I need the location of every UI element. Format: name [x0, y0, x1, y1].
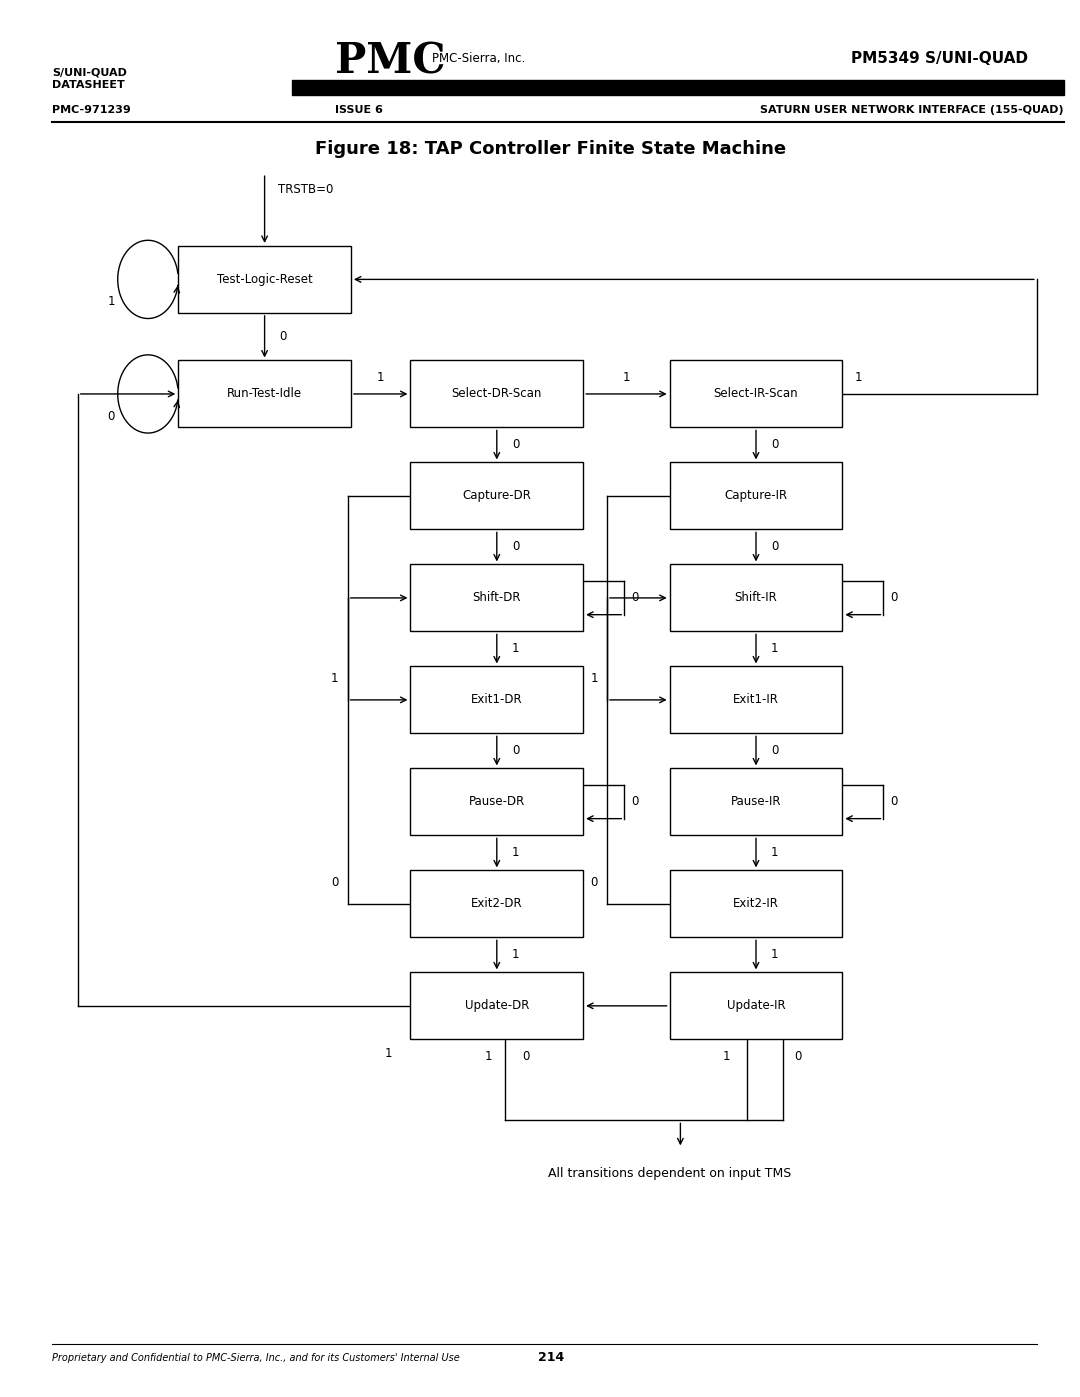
Text: 1: 1: [386, 1046, 392, 1060]
Text: 0: 0: [332, 876, 338, 890]
Text: 0: 0: [512, 541, 519, 553]
Text: 1: 1: [771, 949, 779, 961]
Bar: [410, 360, 583, 427]
Text: Update-DR: Update-DR: [464, 999, 529, 1013]
Text: Exit1-DR: Exit1-DR: [471, 693, 523, 707]
Bar: [410, 972, 583, 1039]
Text: 0: 0: [891, 795, 897, 809]
Text: 0: 0: [108, 409, 114, 423]
Text: DATASHEET: DATASHEET: [52, 80, 124, 91]
Text: 214: 214: [538, 1351, 564, 1365]
Text: 1: 1: [623, 370, 630, 384]
Text: 0: 0: [794, 1049, 801, 1063]
Bar: [410, 462, 583, 529]
Text: 1: 1: [377, 370, 384, 384]
Text: 1: 1: [485, 1049, 491, 1063]
Text: 1: 1: [512, 643, 519, 655]
Text: 0: 0: [280, 330, 287, 344]
Text: Capture-DR: Capture-DR: [462, 489, 531, 503]
Bar: [670, 666, 842, 733]
Text: Test-Logic-Reset: Test-Logic-Reset: [217, 272, 312, 286]
Text: Select-DR-Scan: Select-DR-Scan: [451, 387, 542, 401]
Bar: [670, 564, 842, 631]
Text: 0: 0: [512, 745, 519, 757]
Text: Pause-DR: Pause-DR: [469, 795, 525, 809]
Bar: [410, 768, 583, 835]
Text: S/UNI-QUAD: S/UNI-QUAD: [52, 67, 126, 78]
Text: 0: 0: [771, 745, 779, 757]
Bar: [410, 564, 583, 631]
Text: 0: 0: [512, 439, 519, 451]
Text: 1: 1: [855, 370, 862, 384]
Text: 0: 0: [771, 541, 779, 553]
Text: 0: 0: [591, 876, 597, 890]
Text: ISSUE 6: ISSUE 6: [335, 105, 382, 116]
Text: Pause-IR: Pause-IR: [731, 795, 781, 809]
Text: 0: 0: [523, 1049, 530, 1063]
Text: 0: 0: [771, 439, 779, 451]
Bar: [292, 80, 1064, 95]
Text: 0: 0: [632, 591, 638, 605]
Text: SATURN USER NETWORK INTERFACE (155-QUAD): SATURN USER NETWORK INTERFACE (155-QUAD): [760, 105, 1064, 116]
Text: 1: 1: [723, 1049, 730, 1063]
Text: Update-IR: Update-IR: [727, 999, 785, 1013]
Bar: [410, 666, 583, 733]
Text: 1: 1: [771, 847, 779, 859]
Text: Exit2-IR: Exit2-IR: [733, 897, 779, 911]
Text: PM5349 S/UNI-QUAD: PM5349 S/UNI-QUAD: [851, 52, 1028, 66]
Text: 1: 1: [771, 643, 779, 655]
Bar: [670, 870, 842, 937]
Bar: [410, 870, 583, 937]
Text: 1: 1: [512, 847, 519, 859]
Text: Proprietary and Confidential to PMC-Sierra, Inc., and for its Customers' Interna: Proprietary and Confidential to PMC-Sier…: [52, 1352, 460, 1363]
Text: 1: 1: [332, 672, 338, 686]
Text: 0: 0: [632, 795, 638, 809]
Text: 1: 1: [512, 949, 519, 961]
Bar: [670, 462, 842, 529]
Text: Exit2-DR: Exit2-DR: [471, 897, 523, 911]
Bar: [178, 360, 351, 427]
Text: 1: 1: [591, 672, 597, 686]
Text: PMC: PMC: [335, 41, 445, 82]
Bar: [178, 246, 351, 313]
Text: Run-Test-Idle: Run-Test-Idle: [227, 387, 302, 401]
Text: TRSTB=0: TRSTB=0: [278, 183, 333, 197]
Text: Exit1-IR: Exit1-IR: [733, 693, 779, 707]
Bar: [670, 360, 842, 427]
Text: Select-IR-Scan: Select-IR-Scan: [714, 387, 798, 401]
Bar: [670, 972, 842, 1039]
Text: All transitions dependent on input TMS: All transitions dependent on input TMS: [548, 1166, 792, 1180]
Text: Capture-IR: Capture-IR: [725, 489, 787, 503]
Text: Shift-IR: Shift-IR: [734, 591, 778, 605]
Text: 1: 1: [108, 295, 114, 309]
Text: 0: 0: [891, 591, 897, 605]
Text: Figure 18: TAP Controller Finite State Machine: Figure 18: TAP Controller Finite State M…: [315, 141, 786, 158]
Bar: [670, 768, 842, 835]
Text: PMC-971239: PMC-971239: [52, 105, 131, 116]
Text: Shift-DR: Shift-DR: [473, 591, 521, 605]
Text: PMC-Sierra, Inc.: PMC-Sierra, Inc.: [432, 52, 525, 66]
